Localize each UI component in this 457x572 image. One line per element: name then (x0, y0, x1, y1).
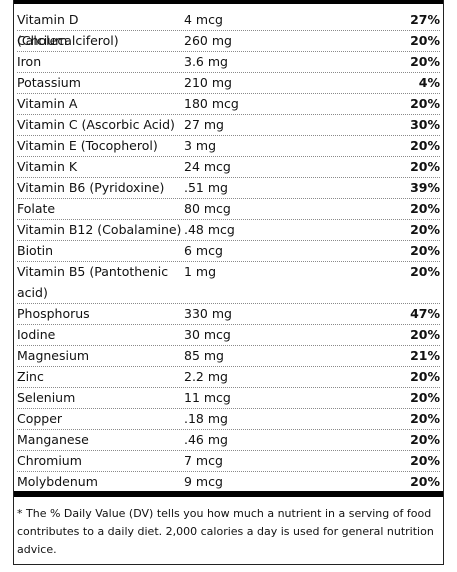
nutrient-daily-value: 20% (410, 327, 440, 342)
nutrient-daily-value: 21% (410, 348, 440, 363)
nutrient-daily-value: 27% (410, 12, 440, 27)
nutrient-name: Magnesium (17, 348, 90, 363)
nutrient-amount: 9 mcg (184, 474, 223, 489)
nutrient-amount: .18 mg (184, 411, 228, 426)
daily-value-footnote: * The % Daily Value (DV) tells you how m… (17, 507, 434, 556)
nutrient-amount: .46 mg (184, 432, 228, 447)
table-row: Vitamin K 24 mcg 20% (17, 157, 440, 178)
nutrient-amount: 85 mg (184, 348, 224, 363)
nutrient-name: Vitamin B5 (Pantothenic acid) (17, 264, 169, 300)
nutrient-daily-value: 20% (410, 243, 440, 258)
nutrient-name: Molybdenum (17, 474, 98, 489)
nutrient-amount: 7 mcg (184, 453, 223, 468)
nutrient-name: Vitamin D (Cholecalciferol) (17, 12, 119, 48)
nutrient-daily-value: 20% (410, 201, 440, 216)
nutrient-amount: 260 mg (184, 33, 232, 48)
nutrient-daily-value: 20% (410, 222, 440, 237)
table-row: Vitamin E (Tocopherol) 3 mg 20% (17, 136, 440, 157)
table-row: Selenium 11 mcg 20% (17, 388, 440, 409)
nutrient-name: Zinc (17, 369, 44, 384)
nutrient-name: Iodine (17, 327, 56, 342)
nutrient-amount: 1 mg (184, 264, 217, 279)
table-row: Vitamin B5 (Pantothenic acid) 1 mg 20% (17, 262, 440, 304)
table-row: Vitamin A 180 mcg 20% (17, 94, 440, 115)
nutrient-amount: 180 mcg (184, 96, 239, 111)
nutrient-amount: 3 mg (184, 138, 217, 153)
nutrient-amount: 210 mg (184, 75, 232, 90)
nutrient-name: Iron (17, 54, 42, 69)
nutrient-daily-value: 30% (410, 117, 440, 132)
nutrient-name: Copper (17, 411, 63, 426)
nutrient-amount: 6 mcg (184, 243, 223, 258)
nutrient-daily-value: 20% (410, 474, 440, 489)
nutrient-amount: 330 mg (184, 306, 232, 321)
nutrient-name: Vitamin B12 (Cobalamine) (17, 222, 182, 237)
nutrient-amount: .48 mcg (184, 222, 235, 237)
nutrient-daily-value: 47% (410, 306, 440, 321)
nutrient-name: Vitamin K (17, 159, 78, 174)
nutrient-name: Phosphorus (17, 306, 90, 321)
table-row: Potassium 210 mg 4% (17, 73, 440, 94)
table-row: Magnesium 85 mg 21% (17, 346, 440, 367)
nutrient-amount: 3.6 mg (184, 54, 228, 69)
nutrient-daily-value: 20% (410, 369, 440, 384)
nutrient-name: Selenium (17, 390, 76, 405)
nutrient-name: Vitamin B6 (Pyridoxine) (17, 180, 165, 195)
table-row: Zinc 2.2 mg 20% (17, 367, 440, 388)
nutrient-daily-value: 20% (410, 432, 440, 447)
table-row: Molybdenum 9 mcg 20% (17, 472, 440, 493)
table-row: Vitamin B12 (Cobalamine) .48 mcg 20% (17, 220, 440, 241)
nutrient-name: Folate (17, 201, 56, 216)
nutrient-daily-value: 4% (418, 75, 440, 90)
nutrient-daily-value: 20% (410, 453, 440, 468)
top-thick-divider (14, 0, 443, 4)
table-row: Manganese .46 mg 20% (17, 430, 440, 451)
table-row: Copper .18 mg 20% (17, 409, 440, 430)
nutrient-daily-value: 20% (410, 138, 440, 153)
nutrient-amount: 2.2 mg (184, 369, 228, 384)
nutrient-amount: 30 mcg (184, 327, 231, 342)
table-row: Calcium 260 mg 20% (17, 31, 440, 52)
nutrient-name: Manganese (17, 432, 89, 447)
nutrient-daily-value: 20% (410, 33, 440, 48)
nutrient-amount: 80 mcg (184, 201, 231, 216)
nutrient-daily-value: 20% (410, 54, 440, 69)
nutrient-daily-value: 39% (410, 180, 440, 195)
table-row: Vitamin B6 (Pyridoxine) .51 mg 39% (17, 178, 440, 199)
nutrient-table: Vitamin D (Cholecalciferol) 4 mcg 27% Calc… (17, 10, 440, 493)
nutrient-name: Chromium (17, 453, 82, 468)
table-row: Folate 80 mcg 20% (17, 199, 440, 220)
nutrient-name: Potassium (17, 75, 81, 90)
nutrient-amount: 27 mg (184, 117, 224, 132)
nutrient-name: Biotin (17, 243, 53, 258)
nutrient-amount: .51 mg (184, 180, 228, 195)
nutrient-name: Vitamin E (Tocopherol) (17, 138, 158, 153)
nutrient-name: Vitamin C (Ascorbic Acid) (17, 117, 175, 132)
table-row: Chromium 7 mcg 20% (17, 451, 440, 472)
table-row: Biotin 6 mcg 20% (17, 241, 440, 262)
bottom-thick-divider (14, 491, 443, 497)
nutrient-daily-value: 20% (410, 411, 440, 426)
nutrient-amount: 4 mcg (184, 12, 223, 27)
nutrient-daily-value: 20% (410, 264, 440, 279)
table-row: Iron 3.6 mg 20% (17, 52, 440, 73)
nutrient-name: Vitamin A (17, 96, 78, 111)
nutrition-facts-panel: Vitamin D (Cholecalciferol) 4 mcg 27% Calc… (13, 0, 444, 565)
table-row: Vitamin D (Cholecalciferol) 4 mcg 27% (17, 10, 440, 48)
table-row: Vitamin C (Ascorbic Acid) 27 mg 30% (17, 115, 440, 136)
nutrient-amount: 11 mcg (184, 390, 231, 405)
table-row: Phosphorus 330 mg 47% (17, 304, 440, 325)
nutrient-name: Calcium (17, 33, 68, 48)
nutrient-daily-value: 20% (410, 159, 440, 174)
nutrient-daily-value: 20% (410, 390, 440, 405)
table-row: Iodine 30 mcg 20% (17, 325, 440, 346)
nutrient-amount: 24 mcg (184, 159, 231, 174)
nutrient-daily-value: 20% (410, 96, 440, 111)
